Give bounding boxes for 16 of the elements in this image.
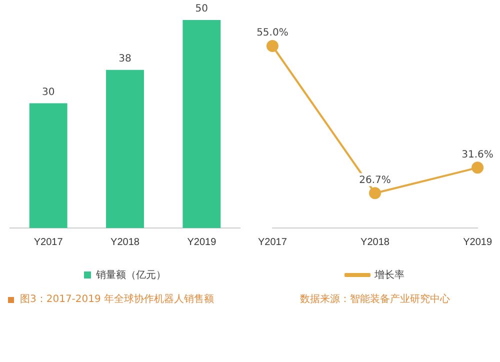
data-label: 26.7% <box>359 174 391 186</box>
data-label: 38 <box>118 54 132 65</box>
x-tick-label: Y2017 <box>34 236 64 248</box>
legend-label: 增长率 <box>374 268 404 281</box>
x-tick-label: Y2019 <box>463 236 492 248</box>
data-label: 55.0% <box>256 28 288 39</box>
caption: 图3：2017-2019 年全球协作机器人销售额 <box>20 292 214 307</box>
x-tick-label: Y2018 <box>360 236 390 248</box>
legend-label: 销量额（亿元） <box>95 268 166 281</box>
data-label: 31.6% <box>462 149 494 160</box>
source-note: 数据来源：智能装备产业研究中心 <box>300 292 450 307</box>
x-tick-label: Y2017 <box>258 236 288 248</box>
data-label: 30 <box>42 86 55 98</box>
data-label: 50 <box>195 4 208 15</box>
x-tick-label: Y2018 <box>110 236 140 248</box>
x-tick-label: Y2019 <box>187 236 217 248</box>
